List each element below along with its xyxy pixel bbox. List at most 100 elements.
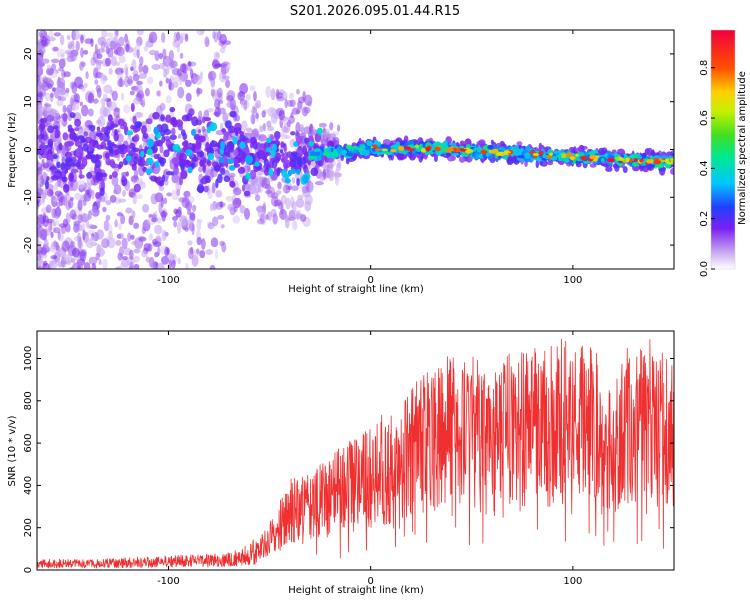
spectral-blob: [49, 260, 58, 269]
spectral-blob: [487, 144, 494, 150]
spectral-blob: [649, 155, 654, 159]
spectral-blob: [68, 172, 75, 182]
spectral-blob: [259, 125, 264, 133]
spectral-blob: [60, 146, 66, 159]
spectral-blob: [103, 84, 113, 94]
spectral-blob: [141, 125, 147, 135]
spectral-blob: [77, 232, 81, 244]
spectral-blob: [249, 85, 256, 92]
spectral-blob: [166, 192, 172, 197]
spectral-blob: [37, 255, 42, 261]
spectral-blob: [219, 240, 225, 247]
spectral-blob: [191, 157, 199, 163]
spectral-blob: [45, 204, 52, 214]
spectral-blob: [178, 75, 183, 85]
spectral-peak: [448, 148, 455, 152]
spectral-blob: [113, 189, 118, 195]
spectral-blob: [604, 153, 608, 157]
spectral-blob: [65, 87, 70, 94]
spectral-blob: [229, 180, 236, 188]
spectral-blob: [223, 133, 229, 141]
spectral-blob: [329, 122, 334, 131]
spectral-blob: [286, 120, 292, 128]
spectral-blob: [75, 40, 80, 51]
spectral-blob: [284, 134, 291, 140]
spectral-blob: [110, 55, 117, 67]
spectral-blob: [273, 153, 282, 160]
spectral-blob: [598, 147, 605, 155]
spectral-peak: [664, 159, 669, 163]
spectral-blob: [53, 32, 62, 37]
spectral-blob: [283, 156, 288, 166]
spectral-blob: [66, 55, 75, 63]
spectral-blob: [295, 109, 301, 115]
spectral-blob: [201, 125, 206, 133]
spectral-blob: [81, 61, 86, 68]
spectral-blob: [359, 147, 364, 151]
spectral-blob: [302, 145, 308, 156]
spectral-blob: [631, 161, 639, 167]
spectral-blob: [37, 175, 41, 188]
spectral-blob: [458, 156, 466, 163]
spectral-blob: [105, 214, 111, 221]
spectral-blob: [139, 56, 144, 66]
spectral-blob: [451, 152, 460, 156]
spectral-blob: [113, 43, 122, 56]
spectral-blob: [178, 152, 187, 162]
spectral-blob: [188, 247, 194, 260]
spectral-blob: [146, 76, 154, 85]
spectral-blob: [212, 31, 216, 40]
spectral-blob: [130, 234, 135, 240]
spectral-blob: [203, 109, 210, 119]
spectral-blob: [37, 217, 40, 227]
spectral-blob: [296, 177, 300, 187]
spectral-blob: [118, 246, 124, 258]
spectral-blob: [215, 178, 219, 189]
spectral-blob: [50, 175, 59, 181]
spectral-blob: [133, 155, 139, 165]
spectral-blob: [66, 34, 71, 41]
spectral-peak: [374, 148, 382, 151]
spectral-blob: [94, 79, 99, 85]
spectral-blob: [285, 197, 291, 210]
spectral-blob: [264, 214, 269, 221]
spectral-blob: [433, 141, 442, 148]
spectral-blob: [89, 166, 94, 172]
spectral-blob: [133, 263, 140, 269]
snr-y-label: SNR (10 * v/v): [7, 415, 18, 486]
spectral-blob: [291, 201, 297, 213]
colorbar-frame: [710, 29, 736, 270]
spectral-blob: [165, 171, 173, 176]
spectral-blob: [215, 52, 220, 58]
spectral-blob: [69, 112, 76, 119]
spectral-blob: [82, 231, 88, 237]
spectral-blob: [133, 256, 140, 263]
spectral-blob: [161, 32, 166, 43]
spectral-blob: [61, 176, 68, 183]
spectral-blob: [132, 73, 140, 82]
spectral-blob: [275, 190, 282, 196]
spectral-blob: [328, 169, 335, 182]
spectral-blob: [114, 219, 118, 228]
spectral-blob: [232, 187, 242, 196]
spectral-blob: [37, 91, 43, 98]
spectral-blob: [254, 158, 260, 163]
spectral-blob: [76, 129, 86, 137]
spectral-blob: [67, 41, 73, 49]
spectral-blob: [237, 166, 246, 174]
spectrogram-x-tick-label: -100: [157, 275, 180, 286]
spectral-blob: [108, 67, 113, 75]
spectral-blob: [150, 193, 159, 205]
spectral-blob: [184, 227, 189, 232]
spectral-blob: [159, 180, 165, 187]
spectral-blob: [335, 174, 340, 186]
colorbar-gradient: [711, 30, 735, 269]
spectral-blob: [210, 88, 216, 97]
spectral-blob: [266, 137, 272, 143]
spectral-blob: [102, 107, 111, 117]
spectral-blob: [165, 138, 172, 148]
spectral-blob: [176, 189, 181, 196]
spectral-blob: [86, 171, 93, 179]
spectral-blob: [250, 184, 256, 191]
spectral-blob: [114, 30, 119, 36]
